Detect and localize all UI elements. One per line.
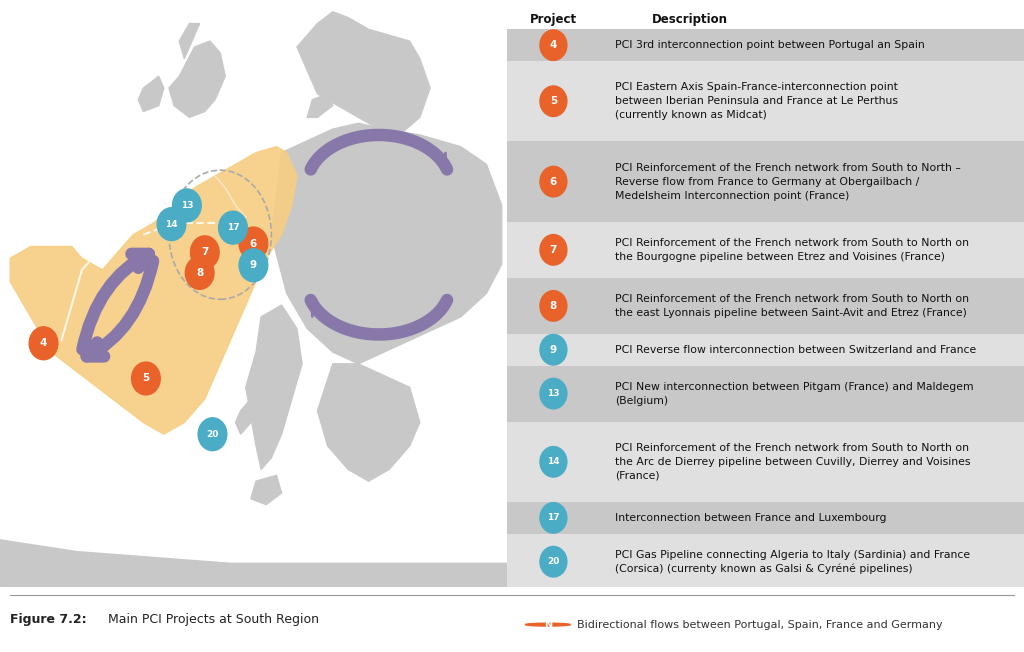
Text: 4: 4 [40, 338, 47, 348]
Text: 8: 8 [550, 301, 557, 311]
Polygon shape [246, 305, 302, 469]
Circle shape [540, 503, 567, 533]
Bar [507, 502, 1024, 534]
Polygon shape [307, 94, 333, 117]
Text: 5: 5 [142, 374, 150, 383]
Text: 14: 14 [165, 220, 178, 229]
Text: 17: 17 [547, 513, 560, 522]
Text: 8: 8 [196, 268, 204, 278]
Text: PCI Eastern Axis Spain-France-interconnection point: PCI Eastern Axis Spain-France-interconne… [615, 82, 898, 92]
Circle shape [540, 546, 567, 577]
Text: Project: Project [529, 13, 577, 26]
Text: Medelsheim Interconnection point (France): Medelsheim Interconnection point (France… [615, 190, 850, 201]
Polygon shape [179, 23, 200, 59]
Text: 20: 20 [547, 557, 559, 566]
Text: Interconnection between France and Luxembourg: Interconnection between France and Luxem… [615, 513, 887, 523]
Text: PCI 3rd interconnection point between Portugal an Spain: PCI 3rd interconnection point between Po… [615, 40, 926, 50]
Text: Reverse flow from France to Germany at Obergailbach /: Reverse flow from France to Germany at O… [615, 177, 920, 186]
Text: 7: 7 [201, 247, 209, 258]
Circle shape [219, 211, 248, 244]
Circle shape [540, 235, 567, 265]
Circle shape [540, 378, 567, 409]
Text: (currently known as Midcat): (currently known as Midcat) [615, 110, 767, 121]
Circle shape [185, 256, 214, 289]
Text: (Corsica) (currenty known as Galsi & Cyréné pipelines): (Corsica) (currenty known as Galsi & Cyr… [615, 563, 913, 574]
Text: PCI Reverse flow interconnection between Switzerland and France: PCI Reverse flow interconnection between… [615, 345, 977, 355]
Circle shape [239, 227, 268, 260]
Text: 5: 5 [550, 96, 557, 106]
Circle shape [540, 291, 567, 321]
Text: PCI New interconnection between Pitgam (France) and Maldegem: PCI New interconnection between Pitgam (… [615, 381, 974, 392]
Polygon shape [10, 147, 297, 434]
Text: 14: 14 [547, 457, 560, 466]
Circle shape [540, 166, 567, 197]
Text: the Bourgogne pipeline between Etrez and Voisines (France): the Bourgogne pipeline between Etrez and… [615, 252, 945, 262]
Text: (Belgium): (Belgium) [615, 396, 669, 406]
Circle shape [190, 236, 219, 269]
Text: N: N [544, 619, 552, 630]
Text: 17: 17 [226, 223, 240, 232]
Circle shape [239, 249, 268, 282]
Text: Bidirectional flows between Portugal, Spain, France and Germany: Bidirectional flows between Portugal, Sp… [577, 619, 942, 630]
Bar [507, 29, 1024, 61]
Text: (France): (France) [615, 471, 660, 481]
Circle shape [540, 447, 567, 477]
Text: Description: Description [651, 13, 728, 26]
Text: Figure 7.2:: Figure 7.2: [10, 613, 87, 626]
Bar [507, 141, 1024, 222]
Text: PCI Reinforcement of the French network from South to North on: PCI Reinforcement of the French network … [615, 443, 970, 452]
Bar [507, 278, 1024, 334]
Text: 9: 9 [250, 260, 257, 270]
Text: 7: 7 [550, 245, 557, 255]
Text: 9: 9 [550, 345, 557, 355]
Text: between Iberian Peninsula and France at Le Perthus: between Iberian Peninsula and France at … [615, 96, 898, 106]
Text: Main PCI Projects at South Region: Main PCI Projects at South Region [108, 613, 318, 626]
Text: 20: 20 [206, 430, 219, 439]
Bar [507, 366, 1024, 422]
Text: PCI Gas Pipeline connecting Algeria to Italy (Sardinia) and France: PCI Gas Pipeline connecting Algeria to I… [615, 550, 971, 559]
Circle shape [172, 189, 201, 222]
Bar [507, 222, 1024, 278]
Bar [507, 534, 1024, 590]
Bar [507, 334, 1024, 366]
Circle shape [158, 208, 186, 241]
Text: 13: 13 [547, 389, 560, 398]
Circle shape [540, 86, 567, 117]
Text: 4: 4 [550, 40, 557, 50]
Polygon shape [317, 364, 420, 481]
Text: PCI Reinforcement of the French network from South to North on: PCI Reinforcement of the French network … [615, 294, 970, 304]
Polygon shape [297, 12, 430, 135]
Polygon shape [236, 399, 251, 434]
Text: the east Lyonnais pipeline between Saint-Avit and Etrez (France): the east Lyonnais pipeline between Saint… [615, 308, 968, 318]
Polygon shape [251, 475, 282, 505]
Bar [507, 422, 1024, 502]
Bar [507, 61, 1024, 141]
Circle shape [198, 418, 227, 451]
Text: PCI Reinforcement of the French network from South to North on: PCI Reinforcement of the French network … [615, 238, 970, 248]
Circle shape [540, 30, 567, 61]
Text: 13: 13 [180, 201, 194, 210]
Polygon shape [169, 41, 225, 117]
Polygon shape [271, 123, 502, 364]
Polygon shape [0, 540, 512, 587]
Text: the Arc de Dierrey pipeline between Cuvilly, Dierrey and Voisines: the Arc de Dierrey pipeline between Cuvi… [615, 457, 971, 467]
Polygon shape [138, 76, 164, 111]
Circle shape [525, 623, 570, 626]
Circle shape [540, 334, 567, 365]
Circle shape [30, 327, 57, 360]
Text: 6: 6 [250, 239, 257, 248]
Text: 6: 6 [550, 177, 557, 186]
Text: PCI Reinforcement of the French network from South to North –: PCI Reinforcement of the French network … [615, 162, 962, 173]
Circle shape [131, 362, 160, 395]
